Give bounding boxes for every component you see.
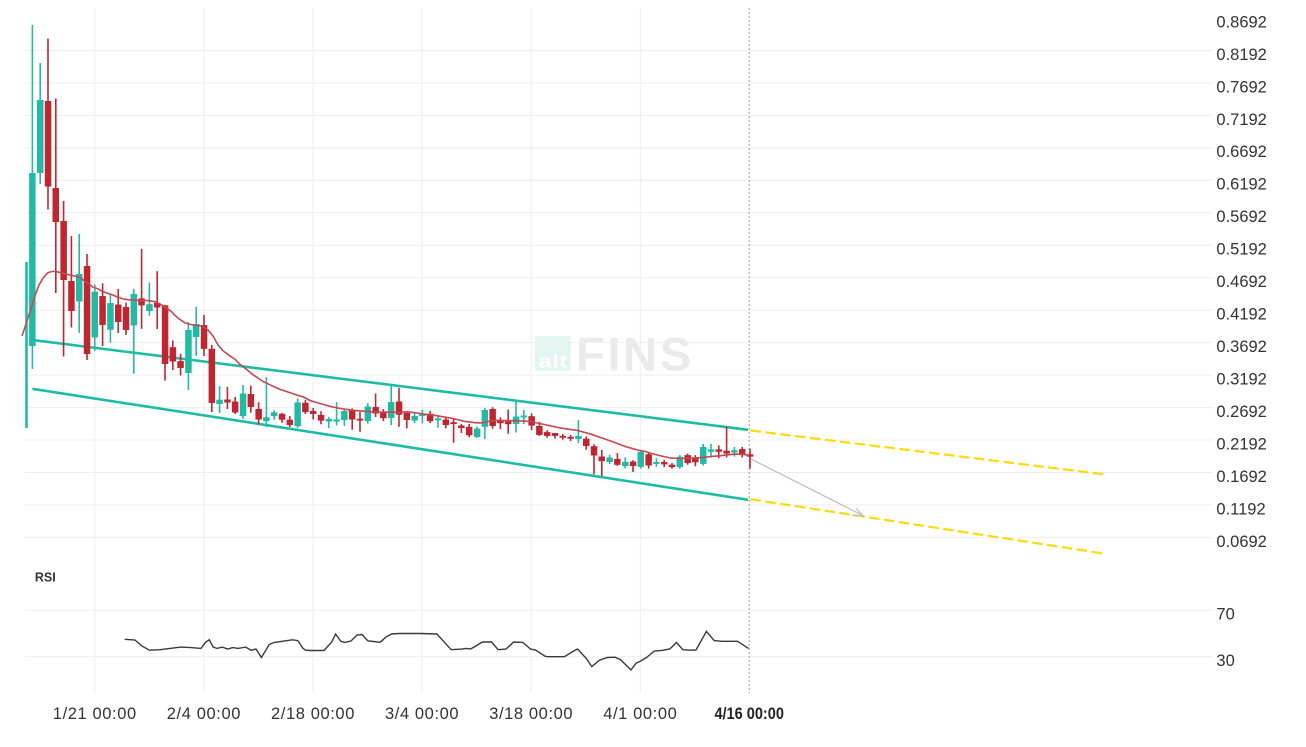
svg-text:0.3192: 0.3192	[1216, 371, 1266, 389]
svg-text:RSI: RSI	[35, 571, 56, 585]
svg-text:1/21 00:00: 1/21 00:00	[53, 705, 137, 723]
svg-text:0.4692: 0.4692	[1216, 273, 1266, 291]
svg-text:0.6692: 0.6692	[1216, 143, 1266, 161]
svg-text:0.7192: 0.7192	[1216, 111, 1266, 129]
svg-text:0.8692: 0.8692	[1216, 13, 1266, 31]
svg-text:2/4 00:00: 2/4 00:00	[167, 705, 241, 723]
svg-text:0.6192: 0.6192	[1216, 176, 1266, 194]
svg-text:3/18 00:00: 3/18 00:00	[489, 705, 573, 723]
svg-text:0.4192: 0.4192	[1216, 306, 1266, 324]
svg-text:0.1192: 0.1192	[1216, 500, 1265, 518]
svg-text:0.0692: 0.0692	[1216, 533, 1266, 551]
svg-text:0.7692: 0.7692	[1216, 78, 1266, 96]
svg-text:0.2692: 0.2692	[1216, 403, 1266, 421]
svg-text:30: 30	[1216, 652, 1234, 670]
svg-text:4/16 00:00: 4/16 00:00	[714, 704, 784, 723]
svg-text:0.8192: 0.8192	[1216, 46, 1266, 64]
svg-text:0.1692: 0.1692	[1216, 468, 1266, 486]
svg-text:0.2192: 0.2192	[1216, 435, 1266, 453]
svg-text:2/18 00:00: 2/18 00:00	[271, 705, 355, 723]
svg-text:alt: alt	[538, 352, 567, 372]
svg-text:0.3692: 0.3692	[1216, 338, 1266, 356]
svg-text:FINS: FINS	[576, 328, 694, 381]
svg-text:0.5192: 0.5192	[1216, 241, 1266, 259]
svg-text:70: 70	[1216, 606, 1234, 624]
svg-text:3/4 00:00: 3/4 00:00	[385, 705, 459, 723]
svg-text:0.5692: 0.5692	[1216, 208, 1266, 226]
svg-text:4/1 00:00: 4/1 00:00	[603, 705, 677, 723]
